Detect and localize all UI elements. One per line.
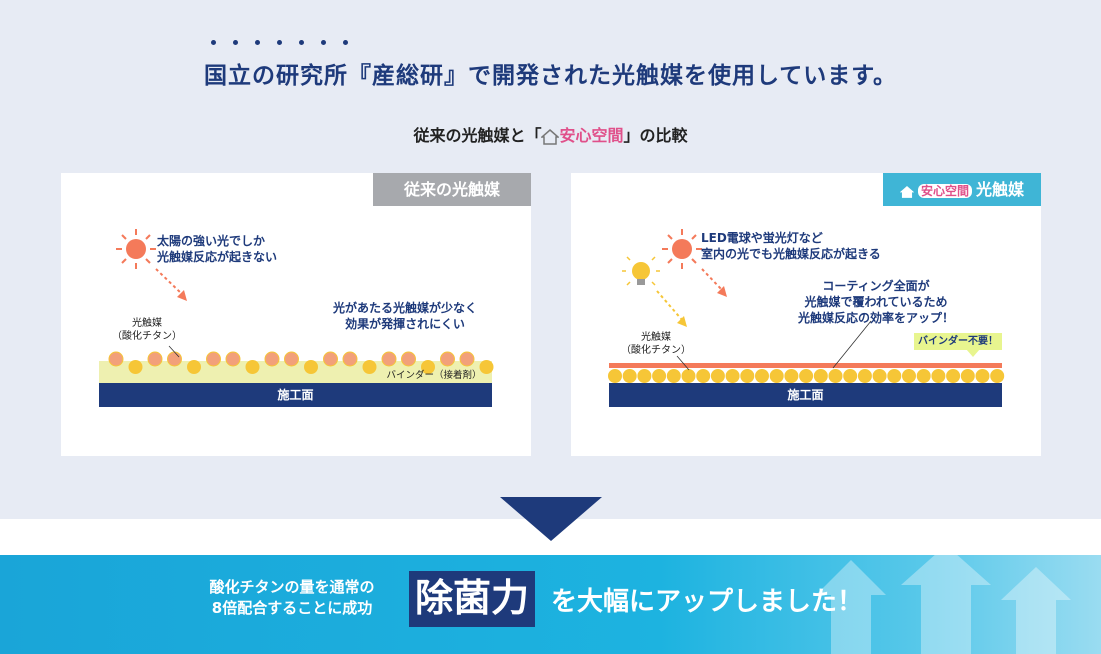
catalyst-particle [813,369,828,383]
subtitle-prefix: 従来の光触媒と「 [413,126,542,145]
catalyst-particle [637,369,652,383]
conventional-card: 従来の光触媒 太陽の強 [61,173,531,456]
catalyst-particle [946,369,961,383]
emphasis-dots [211,40,351,50]
catalyst-particle [245,360,260,374]
catalyst-particle [740,369,755,383]
result-subtext-line2: 8倍配合することに成功 [211,599,373,617]
coating-description: コーティング全面が 光触媒で覆われているため 光触媒反応の効率をアップ！ [797,279,954,325]
brand-logo-icon [540,127,561,147]
anshin-tag-brand: 安心空間 [917,184,972,198]
catalyst-particle [916,369,931,383]
brand-logo-icon [899,174,915,207]
catalyst-particle [887,369,902,383]
catalyst-label: 光触媒 （酸化チタン） [621,332,691,356]
catalyst-particle [225,351,241,367]
subtitle-brand: 安心空間 [559,126,624,145]
sun-description: 太陽の強い光でしか 光触媒反応が起きない [157,234,278,264]
binder-label: バインダー（接着剤） [386,370,482,381]
anshin-tag: 安心空間 光触媒 [883,173,1041,206]
catalyst-particle [681,369,696,383]
catalyst-particle [652,369,667,383]
effect-description: 光があたる光触媒が少なく 効果が発揮されにくい [332,301,477,331]
result-subtext: 酸化チタンの量を通常の 8倍配合することに成功 [187,577,397,619]
headline: 国立の研究所『産総研』で開発された光触媒を使用しています。 [203,63,897,89]
catalyst-particle [857,369,872,383]
catalyst-particle [872,369,887,383]
catalyst-particle [304,360,318,374]
catalyst-particle [843,369,858,383]
anshin-tag-text: 光触媒 [976,180,1025,199]
catalyst-particle [381,351,397,367]
down-arrow-icon [500,497,602,541]
catalyst-particle [755,369,769,383]
catalyst-particle [264,351,280,367]
up-arrows-icon [816,555,1071,654]
binder-free-badge: バインダー不要！ [914,333,1002,350]
surface-label: 施工面 [609,383,1002,407]
catalyst-particles [608,369,1005,383]
catalyst-particle [696,369,711,383]
anshin-card: 安心空間 光触媒 [571,173,1041,456]
catalyst-particle [666,369,681,383]
conventional-tag: 従来の光触媒 [373,173,531,206]
catalyst-label: 光触媒 （酸化チタン） [112,318,182,342]
sun-arrow-icon [701,268,727,297]
catalyst-particle [440,351,455,367]
light-arrow-icon [155,268,187,301]
catalyst-particle [990,369,1005,383]
catalyst-particles [108,351,494,374]
comparison-section: 国立の研究所『産総研』で開発された光触媒を使用しています。 従来の光触媒と「 安心… [0,0,1101,541]
sun-icon [662,229,702,269]
catalyst-particle [323,351,338,367]
catalyst-particle [479,360,494,374]
conventional-diagram [99,229,494,383]
result-headline: を大幅にアップしました！ [551,587,864,617]
catalyst-particle [362,360,377,374]
result-subtext-line1: 酸化チタンの量を通常の [209,578,375,596]
result-banner: 酸化チタンの量を通常の 8倍配合することに成功 除菌力 を大幅にアップしました！ [0,555,1101,654]
catalyst-particle [769,369,784,383]
catalyst-particle [710,369,725,383]
sun-icon [116,229,156,269]
catalyst-particle [128,360,143,374]
catalyst-particle [108,351,124,367]
catalyst-particle [167,351,182,367]
catalyst-particle [147,351,163,367]
comparison-subtitle: 従来の光触媒と「 安心空間」の比較 [0,122,1101,146]
catalyst-particle [725,369,740,383]
light-bulb-icon [622,256,660,286]
catalyst-particle [902,369,916,383]
catalyst-particle [608,369,622,383]
surface-label: 施工面 [99,383,492,407]
sterilization-power-label: 除菌力 [409,571,536,627]
catalyst-particle [799,369,814,383]
bulb-arrow-icon [656,290,687,327]
subtitle-suffix: 」の比較 [623,126,688,145]
catalyst-particle [960,369,975,383]
light-description: LED電球や蛍光灯など 室内の光でも光触媒反応が起きる [701,231,881,261]
catalyst-particle [828,369,843,383]
coating-layer [609,363,1002,368]
anshin-diagram [608,229,1005,383]
catalyst-particle [622,369,637,383]
catalyst-particle [459,351,475,367]
catalyst-particle [342,351,358,367]
catalyst-particle [975,369,990,383]
catalyst-particle [206,351,221,367]
catalyst-particle [401,351,416,367]
catalyst-particle [784,369,799,383]
catalyst-particle [931,369,946,383]
catalyst-particle [421,360,435,374]
catalyst-particle [284,351,299,367]
catalyst-particle [187,360,201,374]
